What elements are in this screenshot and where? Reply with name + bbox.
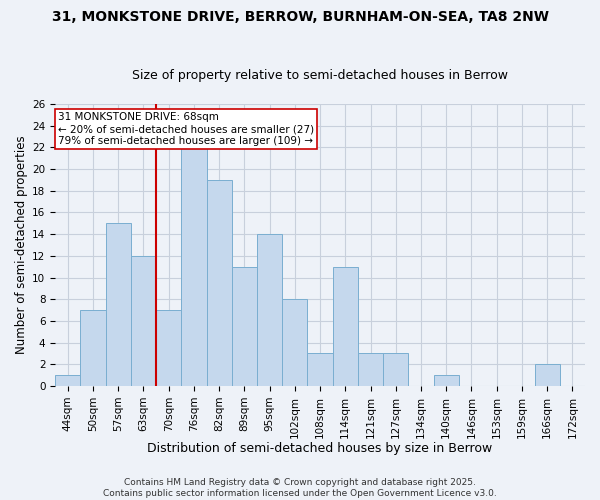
Bar [232, 266, 257, 386]
Bar [307, 354, 332, 386]
Bar [535, 364, 560, 386]
Bar [181, 148, 206, 386]
Bar [206, 180, 232, 386]
X-axis label: Distribution of semi-detached houses by size in Berrow: Distribution of semi-detached houses by … [148, 442, 493, 455]
Bar [257, 234, 282, 386]
Bar [131, 256, 156, 386]
Y-axis label: Number of semi-detached properties: Number of semi-detached properties [15, 136, 28, 354]
Bar [282, 299, 307, 386]
Bar [383, 354, 409, 386]
Bar [55, 375, 80, 386]
Bar [434, 375, 459, 386]
Bar [106, 224, 131, 386]
Text: 31, MONKSTONE DRIVE, BERROW, BURNHAM-ON-SEA, TA8 2NW: 31, MONKSTONE DRIVE, BERROW, BURNHAM-ON-… [52, 10, 548, 24]
Bar [156, 310, 181, 386]
Bar [358, 354, 383, 386]
Bar [80, 310, 106, 386]
Text: 31 MONKSTONE DRIVE: 68sqm
← 20% of semi-detached houses are smaller (27)
79% of : 31 MONKSTONE DRIVE: 68sqm ← 20% of semi-… [58, 112, 314, 146]
Text: Contains HM Land Registry data © Crown copyright and database right 2025.
Contai: Contains HM Land Registry data © Crown c… [103, 478, 497, 498]
Bar [332, 266, 358, 386]
Title: Size of property relative to semi-detached houses in Berrow: Size of property relative to semi-detach… [132, 69, 508, 82]
